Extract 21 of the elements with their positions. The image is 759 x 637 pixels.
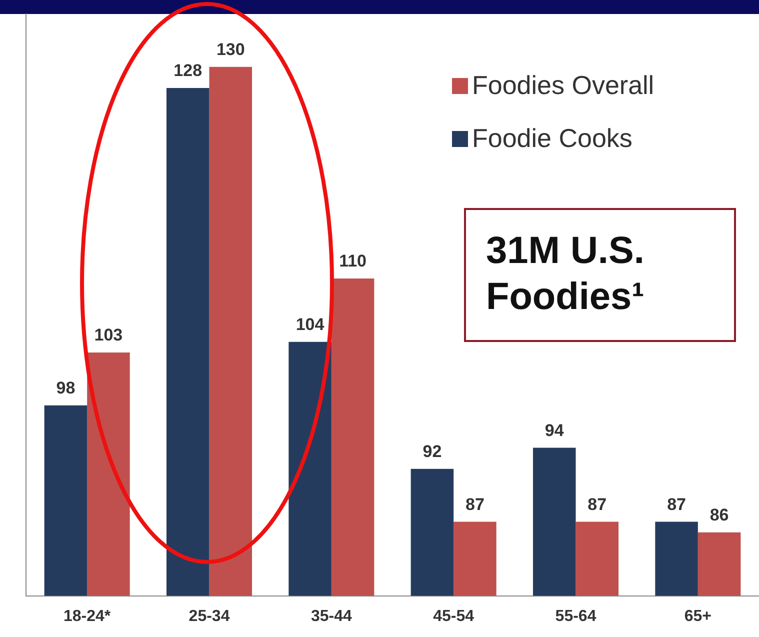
data-label: 92 (422, 442, 442, 462)
data-label: 87 (466, 494, 484, 514)
data-label: 103 (94, 326, 123, 345)
x-tick-label: 55-64 (555, 608, 596, 625)
data-label: 98 (56, 378, 76, 398)
data-label: 86 (710, 506, 729, 525)
data-label: 128 (174, 61, 202, 80)
x-tick-label: 65+ (684, 608, 712, 625)
data-label: 104 (296, 315, 325, 334)
legend-label: Foodies Overall (472, 70, 654, 101)
data-label: 110 (339, 252, 367, 271)
annotation: 31M U.S. Foodies¹ (464, 208, 736, 342)
legend-label: Foodie Cooks (472, 123, 632, 154)
x-tick-label: 25-34 (188, 608, 230, 625)
data-label: 130 (216, 40, 245, 60)
data-label: 94 (544, 420, 564, 440)
data-label: 87 (667, 494, 686, 514)
x-tick-label: 35-44 (310, 608, 352, 625)
x-tick-label: 45-54 (433, 608, 474, 625)
x-tick-label: 18-24* (64, 608, 112, 625)
data-label: 87 (588, 494, 607, 514)
